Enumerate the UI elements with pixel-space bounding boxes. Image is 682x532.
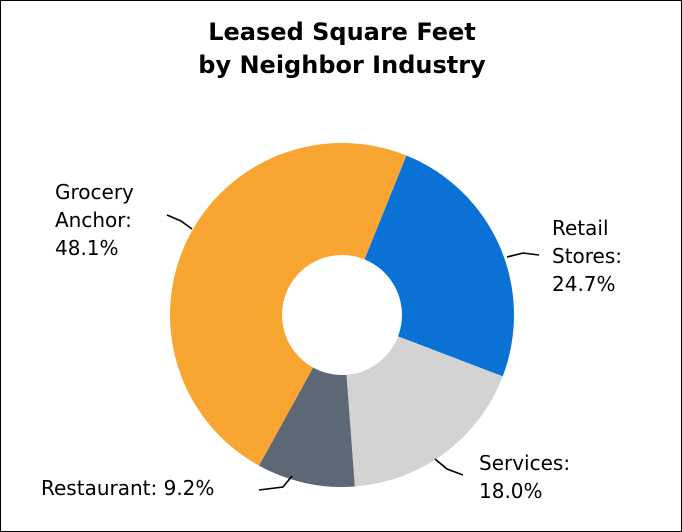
label-retail-stores-line-1: Retail	[552, 216, 609, 240]
label-services-line-1: Services:	[479, 451, 570, 475]
slice-restaurant	[259, 367, 355, 487]
label-grocery-anchor-line-2: Anchor:	[55, 208, 132, 232]
slice-services	[346, 336, 503, 487]
chart-title-line-1: Leased Square Feet	[208, 18, 476, 46]
leader-lines-group	[166, 214, 540, 491]
label-grocery-anchor-line-1: Grocery	[55, 180, 134, 204]
label-retail-stores-line-3: 24.7%	[552, 272, 616, 296]
slice-retail-stores	[364, 155, 514, 377]
leader-line-retail-stores	[506, 252, 540, 258]
label-services-line-2: 18.0%	[479, 479, 543, 503]
slice-grocery-anchor	[169, 142, 407, 466]
chart-title-line-2: by Neighbor Industry	[198, 51, 486, 79]
slice-labels-group: Retail Stores: 24.7% Services: 18.0% Restaura…	[41, 180, 622, 503]
leader-line-restaurant	[258, 475, 293, 491]
slices-group	[169, 142, 514, 487]
label-restaurant-line-1: Restaurant: 9.2%	[41, 476, 214, 500]
leader-line-grocery-anchor	[166, 214, 193, 230]
label-retail-stores-line-2: Stores:	[552, 244, 622, 268]
leader-line-services	[434, 458, 464, 476]
label-grocery-anchor-line-3: 48.1%	[55, 236, 119, 260]
